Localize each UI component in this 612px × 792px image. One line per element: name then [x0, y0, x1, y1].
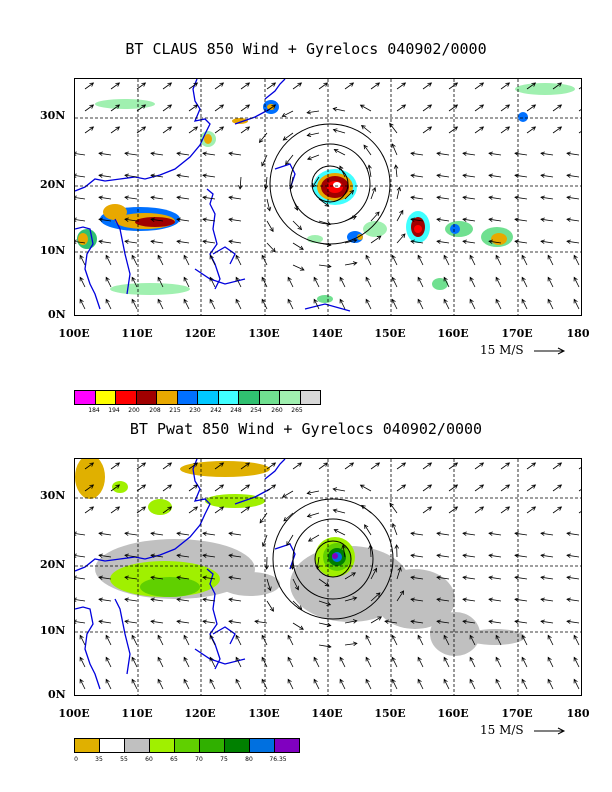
panel2-xlabel-120e: 120E [184, 707, 216, 720]
panel1-xlabel-140e: 140E [311, 327, 343, 340]
panel1-ylabel-10n: 10N [40, 244, 66, 257]
panel1-colorbar-labels: 184 194 200 208 215 230 242 248 254 260 … [74, 407, 318, 415]
panel2-cb-label: 55 [120, 756, 128, 763]
panel1-scale-arrow-icon [534, 347, 566, 355]
panel1-cb-label: 242 [210, 407, 222, 414]
panel1-cb-label: 248 [230, 407, 242, 414]
panel1-title: BT CLAUS 850 Wind + Gyrelocs 040902/0000 [125, 40, 487, 58]
panel1-cb-label: 194 [108, 407, 120, 414]
panel1-colorbar-swatch [177, 391, 198, 404]
panel2-cb-label: 60 [145, 756, 153, 763]
panel1-xlabel-160e: 160E [437, 327, 469, 340]
panel2-colorbar-swatch [275, 739, 299, 752]
panel1-colorbar-swatch [95, 391, 116, 404]
panel2-coastlines [75, 459, 296, 690]
panel1-cb-label: 260 [271, 407, 283, 414]
panel2-cb-label: 70 [195, 756, 203, 763]
panel1-xlabel-120e: 120E [184, 327, 216, 340]
panel2-colorbar-swatch [150, 739, 175, 752]
panel1-xlabel-110e: 110E [121, 327, 153, 340]
panel2-colorbar-swatch [125, 739, 150, 752]
panel2-xlabel-160e: 160E [437, 707, 469, 720]
panel1-cb-label: 200 [128, 407, 140, 414]
panel2-map [74, 458, 582, 696]
panel1-colorbar-swatch [157, 391, 178, 404]
panel1-cb-label: 254 [250, 407, 262, 414]
panel2-title: BT Pwat 850 Wind + Gyrelocs 040902/0000 [129, 420, 483, 438]
panel2-ylabel-0n: 0N [48, 688, 66, 701]
panel2-gridlines [75, 459, 581, 695]
panel1-scale-label: 15 M/S [480, 343, 524, 357]
panel2-colorbar-swatch [75, 739, 100, 752]
panel2-xlabel-140e: 140E [311, 707, 343, 720]
panel2-cb-label: 75 [220, 756, 228, 763]
panel1-xlabel-170e: 170E [501, 327, 533, 340]
panel1-xlabel-130e: 130E [248, 327, 280, 340]
panel1-colorbar-swatch [136, 391, 157, 404]
panel1-map-svg [75, 79, 581, 315]
panel2-ylabel-20n: 20N [40, 558, 66, 571]
panel1-xlabel-180: 180 [566, 327, 590, 340]
panel1-cb-label: 215 [169, 407, 181, 414]
panel2-ylabel-30n: 30N [40, 489, 66, 502]
panel2-cb-label: 65 [170, 756, 178, 763]
panel1-map [74, 78, 582, 316]
panel1-colorbar-swatch [75, 391, 96, 404]
panel2-scale-label: 15 M/S [480, 723, 524, 737]
panel2-ylabel-10n: 10N [40, 624, 66, 637]
panel2-colorbar-swatch [175, 739, 200, 752]
panel2-colorbar-swatch [250, 739, 275, 752]
panel1-colorbar-swatch [218, 391, 239, 404]
panel2-xlabel-100e: 100E [58, 707, 90, 720]
panel1-cb-label: 184 [88, 407, 100, 414]
panel2-cb-label: 80 [245, 756, 253, 763]
panel2-xlabel-180: 180 [566, 707, 590, 720]
panel1-xlabel-100e: 100E [58, 327, 90, 340]
panel1-gridlines [75, 79, 581, 315]
panel1-cloud-shading [77, 83, 575, 303]
panel2-colorbar-swatch [100, 739, 125, 752]
panel1-coastlines [75, 79, 351, 312]
panel1-cb-label: 265 [291, 407, 303, 414]
panel1-colorbar-swatch [239, 391, 260, 404]
panel2-scale-arrow-icon [534, 727, 566, 735]
panel1-ylabel-30n: 30N [40, 109, 66, 122]
panel1-colorbar-swatch [259, 391, 280, 404]
panel1-colorbar-swatch [280, 391, 301, 404]
panel1-ylabel-20n: 20N [40, 178, 66, 191]
panel1-wind-vectors [75, 82, 581, 310]
panel1-cb-label: 208 [149, 407, 161, 414]
panel1-colorbar-swatch [198, 391, 219, 404]
panel2-xlabel-170e: 170E [501, 707, 533, 720]
panel2-colorbar [74, 738, 300, 753]
panel1-colorbar-swatch [116, 391, 137, 404]
panel2-colorbar-labels: 0 35 55 60 65 70 75 80 76.35 [74, 756, 304, 764]
panel2-xlabel-110e: 110E [121, 707, 153, 720]
panel1-colorbar-swatch [300, 391, 320, 404]
panel2-map-svg [75, 459, 581, 695]
panel2-cb-label: 76.35 [269, 756, 287, 763]
panel1-ylabel-0n: 0N [48, 308, 66, 321]
panel2-pwat-shading [75, 459, 525, 656]
panel2-wind-vectors [75, 462, 581, 690]
panel2-colorbar-swatch [225, 739, 250, 752]
panel1-cb-label: 230 [189, 407, 201, 414]
panel2-colorbar-swatch [200, 739, 225, 752]
panel1-colorbar [74, 390, 321, 405]
panel2-xlabel-130e: 130E [248, 707, 280, 720]
panel2-cb-label: 35 [95, 756, 103, 763]
panel1-xlabel-150e: 150E [374, 327, 406, 340]
panel2-cb-label: 0 [74, 756, 78, 763]
panel2-xlabel-150e: 150E [374, 707, 406, 720]
